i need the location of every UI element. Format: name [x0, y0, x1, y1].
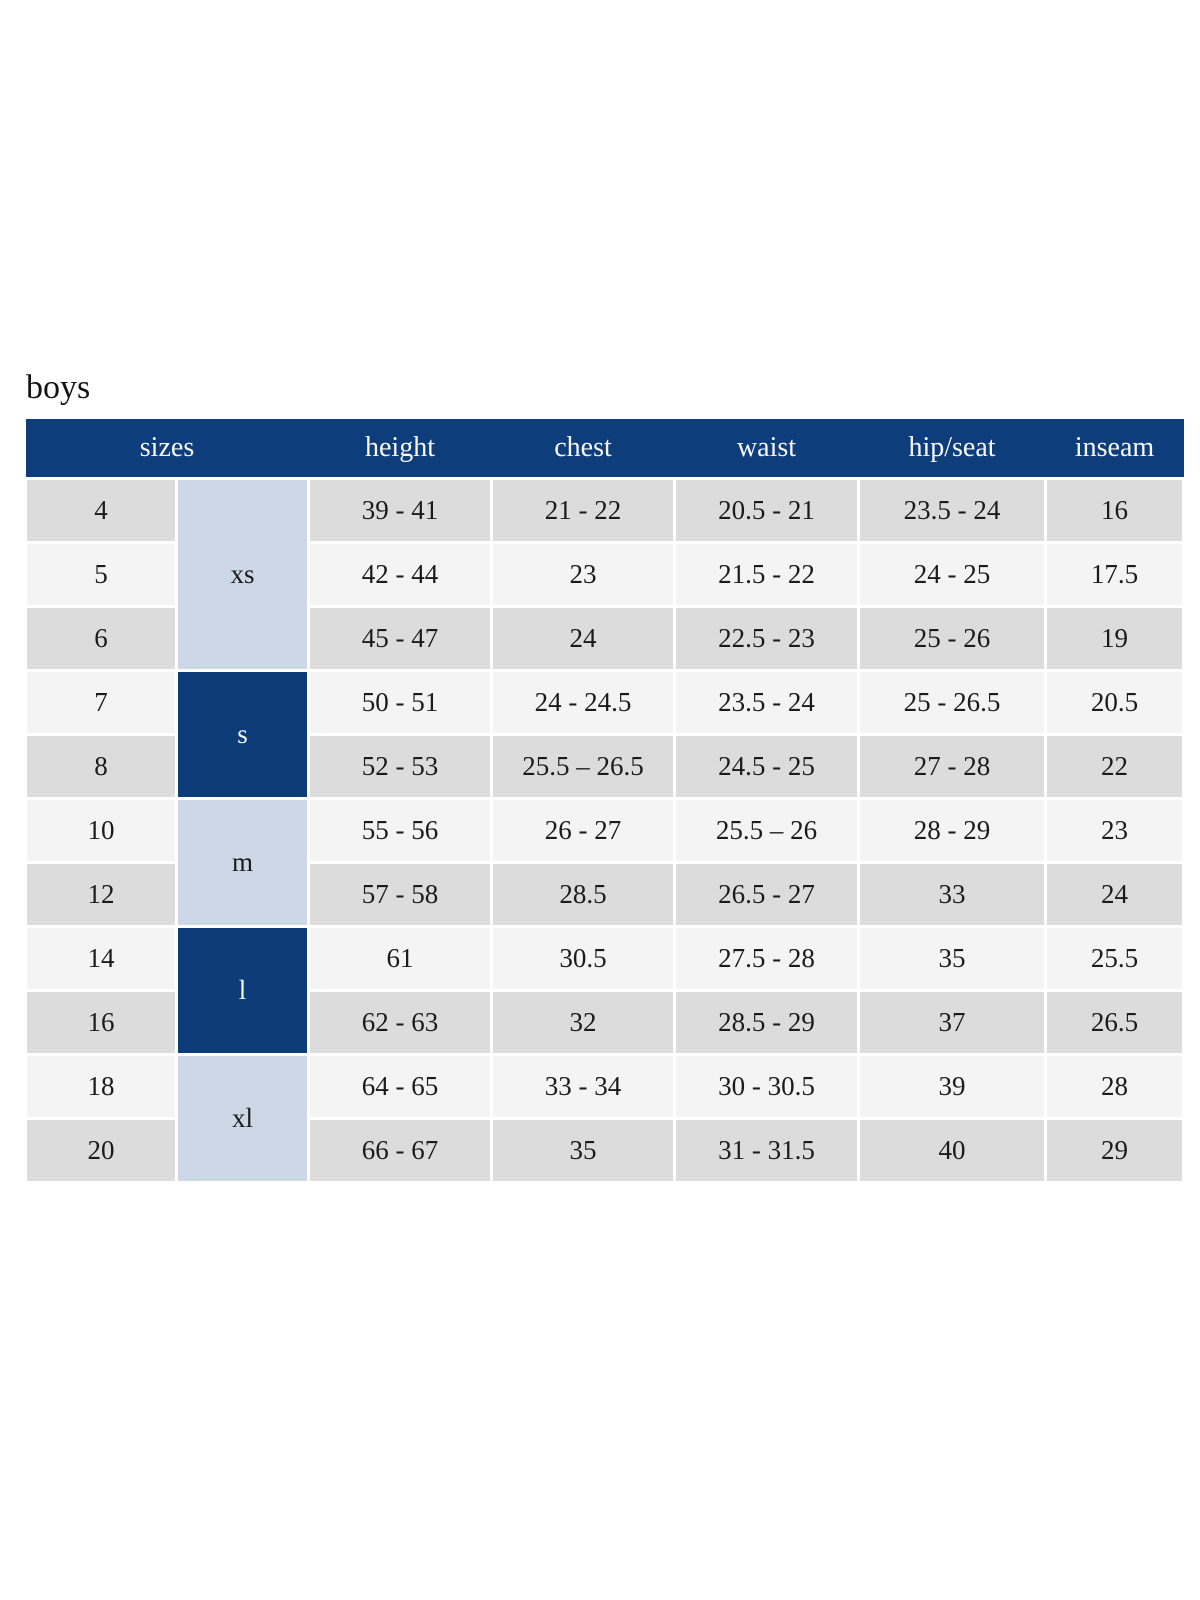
- table-row-size-4: 4 xs 39 - 41 21 - 22 20.5 - 21 23.5 - 24…: [24, 476, 1185, 672]
- height-cell: 64 - 65: [307, 1052, 493, 1120]
- height-cell: 50 - 51: [307, 668, 493, 736]
- hip-seat-cell: 25 - 26.5: [857, 668, 1047, 736]
- size-cell: 8: [24, 732, 178, 800]
- inseam-cell: 22: [1044, 732, 1185, 800]
- size-cell: 7: [24, 668, 178, 736]
- height-cell: 45 - 47: [307, 604, 493, 672]
- waist-cell: 26.5 - 27: [673, 860, 860, 928]
- hip-seat-cell: 35: [857, 924, 1047, 992]
- inseam-cell: 24: [1044, 860, 1185, 928]
- inseam-cell: 16: [1044, 476, 1185, 544]
- table-row-size-10: 10 m 55 - 56 26 - 27 25.5 – 26 28 - 29 2…: [24, 796, 1185, 928]
- waist-cell: 20.5 - 21: [673, 476, 860, 544]
- size-group-cell-l: l: [175, 924, 310, 1056]
- waist-cell: 22.5 - 23: [673, 604, 860, 672]
- hip-seat-cell: 28 - 29: [857, 796, 1047, 864]
- chest-cell: 33 - 34: [490, 1052, 676, 1120]
- table-row-size-5: 5 42 - 44 23 21.5 - 22 24 - 25 17.5: [24, 540, 1185, 608]
- size-cell: 5: [24, 540, 178, 608]
- inseam-cell: 20.5: [1044, 668, 1185, 736]
- hip-seat-cell: 33: [857, 860, 1047, 928]
- height-cell: 52 - 53: [307, 732, 493, 800]
- waist-cell: 23.5 - 24: [673, 668, 860, 736]
- inseam-cell: 26.5: [1044, 988, 1185, 1056]
- inseam-cell: 19: [1044, 604, 1185, 672]
- size-group-cell-xl: xl: [175, 1052, 310, 1184]
- height-cell: 55 - 56: [307, 796, 493, 864]
- table-row-size-16: 16 62 - 63 32 28.5 - 29 37 26.5: [24, 988, 1185, 1056]
- size-group-cell-m: m: [175, 796, 310, 928]
- table-row-size-20: 20 66 - 67 35 31 - 31.5 40 29: [24, 1116, 1185, 1184]
- page-title: boys: [26, 369, 91, 406]
- height-cell: 57 - 58: [307, 860, 493, 928]
- chest-cell: 25.5 – 26.5: [490, 732, 676, 800]
- height-cell: 42 - 44: [307, 540, 493, 608]
- size-cell: 18: [24, 1052, 178, 1120]
- chest-cell: 24 - 24.5: [490, 668, 676, 736]
- height-cell: 66 - 67: [307, 1116, 493, 1184]
- header-row: sizes height chest waist hip/seat inseam: [25, 419, 1184, 480]
- chest-cell: 30.5: [490, 924, 676, 992]
- waist-cell: 25.5 – 26: [673, 796, 860, 864]
- size-group-cell-s: s: [175, 668, 310, 800]
- waist-cell: 31 - 31.5: [673, 1116, 860, 1184]
- size-cell: 14: [24, 924, 178, 992]
- inseam-cell: 29: [1044, 1116, 1185, 1184]
- waist-cell: 28.5 - 29: [673, 988, 860, 1056]
- inseam-cell: 17.5: [1044, 540, 1185, 608]
- waist-cell: 21.5 - 22: [673, 540, 860, 608]
- height-cell: 62 - 63: [307, 988, 493, 1056]
- table-row-size-14: 14 l 61 30.5 27.5 - 28 35 25.5: [24, 924, 1185, 1056]
- header-inseam: inseam: [1045, 419, 1184, 480]
- inseam-cell: 25.5: [1044, 924, 1185, 992]
- hip-seat-cell: 40: [857, 1116, 1047, 1184]
- size-cell: 16: [24, 988, 178, 1056]
- chest-cell: 28.5: [490, 860, 676, 928]
- size-guide-section: boys sizes height chest waist hip/seat i…: [24, 369, 1185, 1184]
- size-cell: 4: [24, 476, 178, 544]
- table-row-size-18: 18 xl 64 - 65 33 - 34 30 - 30.5 39 28: [24, 1052, 1185, 1184]
- waist-cell: 24.5 - 25: [673, 732, 860, 800]
- chest-cell: 32: [490, 988, 676, 1056]
- hip-seat-cell: 39: [857, 1052, 1047, 1120]
- inseam-cell: 28: [1044, 1052, 1185, 1120]
- size-cell: 6: [24, 604, 178, 672]
- waist-cell: 27.5 - 28: [673, 924, 860, 992]
- header-chest: chest: [491, 419, 675, 480]
- size-group-cell-xs: xs: [175, 476, 310, 672]
- size-cell: 12: [24, 860, 178, 928]
- header-height: height: [308, 419, 492, 480]
- chest-cell: 23: [490, 540, 676, 608]
- hip-seat-cell: 23.5 - 24: [857, 476, 1047, 544]
- chest-cell: 26 - 27: [490, 796, 676, 864]
- chest-cell: 21 - 22: [490, 476, 676, 544]
- chest-cell: 24: [490, 604, 676, 672]
- table-row-size-6: 6 45 - 47 24 22.5 - 23 25 - 26 19: [24, 604, 1185, 672]
- table-row-size-7: 7 s 50 - 51 24 - 24.5 23.5 - 24 25 - 26.…: [24, 668, 1185, 800]
- waist-cell: 30 - 30.5: [673, 1052, 860, 1120]
- header-hip-seat: hip/seat: [858, 419, 1046, 480]
- height-cell: 39 - 41: [307, 476, 493, 544]
- hip-seat-cell: 37: [857, 988, 1047, 1056]
- hip-seat-cell: 24 - 25: [857, 540, 1047, 608]
- size-cell: 10: [24, 796, 178, 864]
- chest-cell: 35: [490, 1116, 676, 1184]
- header-waist: waist: [674, 419, 859, 480]
- table-row-size-12: 12 57 - 58 28.5 26.5 - 27 33 24: [24, 860, 1185, 928]
- table-row-size-8: 8 52 - 53 25.5 – 26.5 24.5 - 25 27 - 28 …: [24, 732, 1185, 800]
- size-cell: 20: [24, 1116, 178, 1184]
- inseam-cell: 23: [1044, 796, 1185, 864]
- boys-size-chart-table: sizes height chest waist hip/seat inseam…: [24, 419, 1185, 1184]
- header-sizes: sizes: [25, 419, 309, 480]
- hip-seat-cell: 27 - 28: [857, 732, 1047, 800]
- hip-seat-cell: 25 - 26: [857, 604, 1047, 672]
- height-cell: 61: [307, 924, 493, 992]
